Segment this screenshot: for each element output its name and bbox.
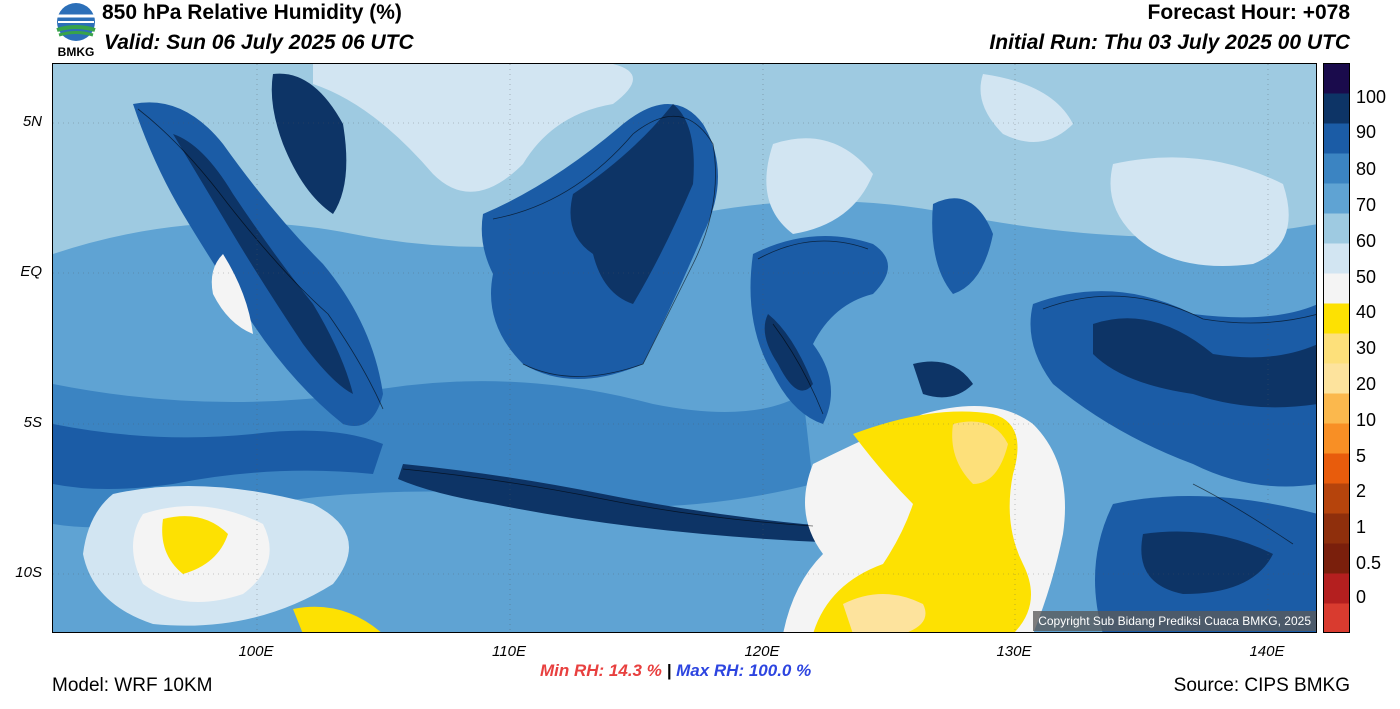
colorbar-swatch	[1323, 273, 1350, 304]
lon-label-100e: 100E	[238, 643, 274, 660]
colorbar-label-90: 90	[1356, 122, 1377, 142]
lon-label-120e: 120E	[744, 643, 780, 660]
colorbar-label-50: 50	[1356, 267, 1377, 287]
max-rh: Max RH: 100.0 %	[676, 661, 812, 680]
copyright-notice: Copyright Sub Bidang Prediksi Cuaca BMKG…	[1033, 611, 1316, 631]
colorbar	[1323, 63, 1350, 634]
colorbar-label-60: 60	[1356, 231, 1377, 251]
map-title: 850 hPa Relative Humidity (%)	[102, 1, 402, 24]
colorbar-swatch	[1323, 603, 1350, 634]
lon-label-130e: 130E	[996, 643, 1032, 660]
colorbar-label-2: 2	[1356, 481, 1367, 501]
lat-label-10s: 10S	[15, 564, 42, 581]
colorbar-label-70: 70	[1356, 195, 1377, 215]
lat-label-5s: 5S	[23, 414, 42, 431]
colorbar-label-40: 40	[1356, 302, 1377, 322]
colorbar-label-80: 80	[1356, 159, 1377, 179]
colorbar-label-10: 10	[1356, 410, 1377, 430]
lon-label-110e: 110E	[492, 643, 526, 660]
colorbar-swatch	[1323, 333, 1350, 364]
colorbar-swatch	[1323, 93, 1350, 124]
colorbar-label-20: 20	[1356, 374, 1377, 394]
colorbar-label-5: 5	[1356, 446, 1367, 466]
lat-label-eq: EQ	[20, 263, 42, 280]
lat-label-5n: 5N	[22, 113, 42, 130]
colorbar-swatch	[1323, 303, 1350, 334]
colorbar-swatch	[1323, 423, 1350, 454]
colorbar-swatch	[1323, 63, 1350, 94]
rh-stats: Min RH: 14.3 % | Max RH: 100.0 %	[540, 661, 811, 681]
bmkg-logo: BMKG	[52, 2, 100, 59]
colorbar-label-0-5: 0.5	[1356, 553, 1382, 573]
colorbar-swatch	[1323, 363, 1350, 394]
initial-run: Initial Run: Thu 03 July 2025 00 UTC	[989, 31, 1350, 54]
colorbar-swatch	[1323, 393, 1350, 424]
min-rh: Min RH: 14.3 %	[540, 661, 662, 680]
colorbar-swatch	[1323, 153, 1350, 184]
colorbar-swatch	[1323, 573, 1350, 604]
colorbar-swatch	[1323, 513, 1350, 544]
humidity-map	[52, 63, 1317, 633]
colorbar-swatch	[1323, 243, 1350, 274]
model-name: Model: WRF 10KM	[52, 675, 213, 696]
stats-separator: |	[666, 661, 672, 680]
colorbar-label-1: 1	[1356, 517, 1367, 537]
colorbar-swatch	[1323, 483, 1350, 514]
colorbar-label-30: 30	[1356, 338, 1377, 358]
colorbar-label-0: 0	[1356, 587, 1367, 607]
colorbar-swatch	[1323, 543, 1350, 574]
colorbar-swatch	[1323, 453, 1350, 484]
valid-time: Valid: Sun 06 July 2025 06 UTC	[104, 31, 414, 54]
svg-text:BMKG: BMKG	[58, 45, 95, 58]
colorbar-swatch	[1323, 213, 1350, 244]
lon-label-140e: 140E	[1249, 643, 1285, 660]
colorbar-border	[1323, 63, 1350, 633]
colorbar-swatch	[1323, 123, 1350, 154]
colorbar-swatch	[1323, 183, 1350, 214]
data-source: Source: CIPS BMKG	[1173, 675, 1350, 696]
colorbar-label-100: 100	[1356, 87, 1387, 107]
forecast-hour: Forecast Hour: +078	[1147, 1, 1351, 24]
